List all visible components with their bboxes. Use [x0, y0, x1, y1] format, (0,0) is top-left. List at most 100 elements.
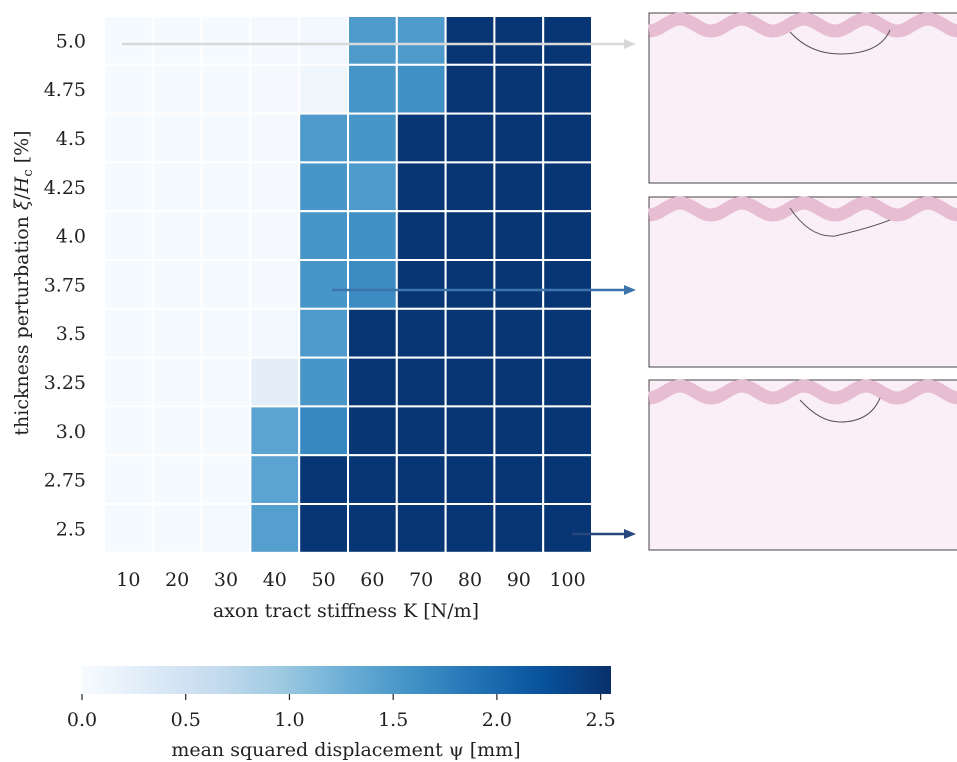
heatmap-cell	[444, 259, 496, 310]
heatmap-cell	[542, 356, 594, 408]
colorbar-ticks: 0.0 0.5 1.0 1.5 2.0 2.5	[67, 694, 616, 731]
heatmap-cell	[542, 503, 594, 554]
heatmap-cell	[395, 259, 447, 310]
heatmap-cell	[151, 503, 203, 554]
x-tick-label: 90	[507, 569, 531, 591]
heatmap-cell	[298, 454, 350, 506]
heatmap-cell	[298, 356, 350, 408]
heatmap-cell	[151, 15, 203, 66]
heatmap-cell	[103, 15, 154, 66]
heatmap-cell	[347, 259, 398, 310]
heatmap-cell	[542, 112, 594, 164]
heatmap-cell	[103, 356, 154, 408]
x-tick-label: 100	[549, 569, 585, 591]
heatmap-cell	[493, 356, 545, 408]
cortex-wave-band	[648, 12, 957, 38]
heatmap-cell	[493, 454, 545, 506]
heatmap-cell	[444, 405, 496, 457]
colorbar-label: mean squared displacement ψ [mm]	[171, 739, 520, 761]
heatmap-cell	[493, 307, 545, 359]
colorbar-tick-label: 0.5	[171, 709, 201, 731]
heatmap-cell	[249, 161, 301, 213]
heatmap-cell	[347, 210, 398, 261]
axon-deformation-curve	[789, 29, 891, 55]
heatmap-cell	[298, 503, 350, 554]
heatmap-cell	[347, 161, 398, 213]
heatmap-cell	[298, 210, 350, 261]
heatmap-cell	[151, 210, 203, 261]
heatmap-cell	[542, 454, 594, 506]
heatmap-cell	[493, 210, 545, 261]
heatmap-cell	[493, 503, 545, 554]
heatmap-cell	[200, 307, 252, 359]
heatmap-cell	[151, 454, 203, 506]
panel-frame	[648, 12, 957, 184]
colorbar-tick-label: 1.5	[378, 709, 408, 731]
panel	[648, 196, 957, 368]
heatmap-cell	[347, 112, 398, 164]
heatmap-cell	[103, 112, 154, 164]
heatmap-cell	[200, 161, 252, 213]
colorbar-tick-label: 0.0	[67, 709, 97, 731]
heatmap-cell	[151, 161, 203, 213]
heatmap-cell	[200, 356, 252, 408]
heatmap-cell	[200, 259, 252, 310]
axon-deformation-curve	[799, 397, 881, 423]
x-tick-label: 30	[214, 569, 238, 591]
y-tick-label: 3.25	[44, 372, 86, 394]
heatmap-cell	[395, 356, 447, 408]
y-tick-label: 3.75	[44, 274, 86, 296]
heatmap-cell	[395, 15, 447, 66]
arrow-head	[624, 39, 636, 49]
heatmap-cell	[347, 454, 398, 506]
heatmap-cell	[347, 307, 398, 359]
heatmap-cell	[493, 112, 545, 164]
panel-frame	[648, 196, 957, 368]
heatmap-cell	[395, 503, 447, 554]
heatmap-cell	[103, 454, 154, 506]
heatmap-cell	[347, 405, 398, 457]
heatmap-cell	[200, 210, 252, 261]
heatmap-cell	[200, 405, 252, 457]
heatmap-cell	[249, 454, 301, 506]
y-tick-label: 4.0	[56, 226, 86, 248]
heatmap-cell	[493, 405, 545, 457]
heatmap-cell	[103, 259, 154, 310]
x-tick-label: 80	[458, 569, 482, 591]
heatmap-cell	[151, 405, 203, 457]
y-tick-label: 4.5	[56, 128, 86, 150]
x-tick-label: 10	[116, 569, 140, 591]
heatmap-grid	[103, 15, 594, 554]
y-tick-label: 2.5	[56, 518, 86, 540]
heatmap-cell	[249, 210, 301, 261]
heatmap-cell	[542, 307, 594, 359]
heatmap-cell	[103, 503, 154, 554]
heatmap-cell	[444, 112, 496, 164]
heatmap-cell	[493, 259, 545, 310]
heatmap-cell	[151, 63, 203, 115]
heatmap-cell	[542, 259, 594, 310]
heatmap-cell	[200, 63, 252, 115]
heatmap-cell	[200, 503, 252, 554]
heatmap-cell	[103, 307, 154, 359]
panel	[648, 379, 957, 551]
heatmap-cell	[200, 15, 252, 66]
heatmap-cell	[444, 161, 496, 213]
heatmap-cell	[395, 307, 447, 359]
heatmap-cell	[103, 161, 154, 213]
colorbar-gradient	[82, 666, 611, 694]
y-tick-label: 2.75	[44, 470, 86, 492]
heatmap-cell	[298, 405, 350, 457]
y-axis-label: thickness perturbation ξ/Hc [%]	[11, 130, 36, 435]
panel	[648, 12, 957, 184]
x-tick-label: 70	[409, 569, 433, 591]
y-tick-label: 5.0	[56, 30, 86, 52]
axon-deformation-curve	[789, 207, 891, 237]
heatmap-cell	[249, 259, 301, 310]
heatmap-cell	[542, 405, 594, 457]
colorbar-tick-label: 1.0	[274, 709, 304, 731]
heatmap-cell	[151, 356, 203, 408]
heatmap-cell	[103, 210, 154, 261]
heatmap-cell	[444, 307, 496, 359]
heatmap-cell	[493, 15, 545, 66]
